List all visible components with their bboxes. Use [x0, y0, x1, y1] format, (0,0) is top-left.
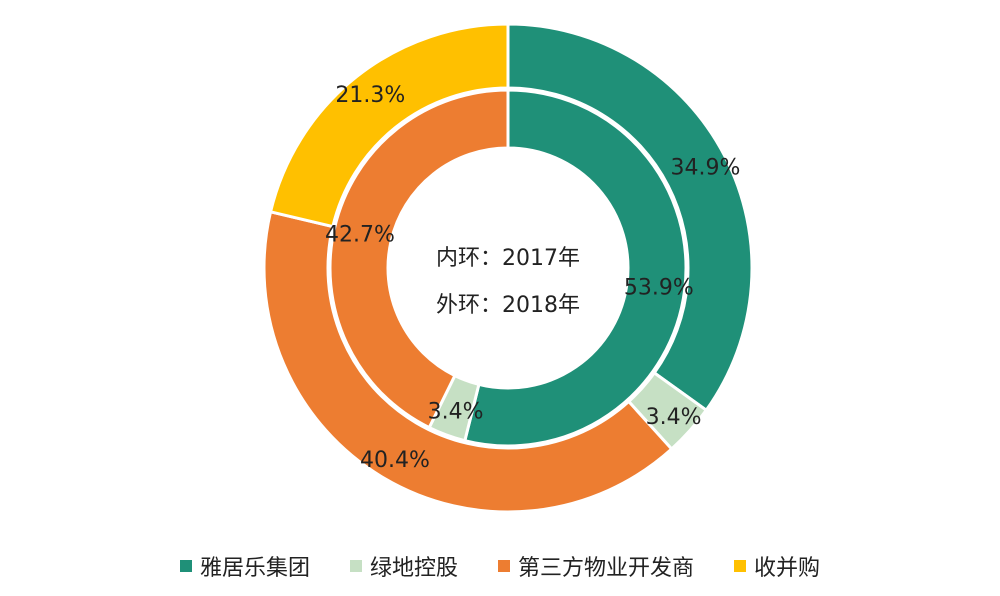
inner-ring-slice-third-party: [328, 88, 510, 430]
legend-item-acquisition: 收并购: [734, 550, 820, 582]
legend-label-greenland: 绿地控股: [369, 556, 458, 581]
inner-ring-label-agile: 53.9%: [624, 276, 694, 301]
outer-ring-label-acquisition: 21.3%: [335, 83, 405, 108]
outer-ring-label-agile: 34.9%: [671, 156, 741, 181]
outer-ring-slice-agile: [506, 22, 754, 413]
inner-ring-label-third-party: 42.7%: [325, 222, 395, 247]
legend-swatch-third-party: [498, 560, 510, 572]
slices-group: [262, 22, 754, 514]
legend-item-agile: 雅居乐集团: [179, 550, 310, 582]
center-text-inner-ring: 内环：2017年: [436, 246, 580, 271]
outer-ring-slice-acquisition: [268, 22, 510, 229]
legend-swatch-agile: [179, 560, 192, 572]
outer-ring-slice-third-party: [262, 209, 674, 514]
legend-label-third-party: 第三方物业开发商: [518, 556, 695, 581]
data-labels-group: 53.9% 3.4% 42.7% 34.9% 3.4% 40.4% 21.3%: [325, 83, 740, 473]
inner-ring-slice-agile: [462, 88, 688, 448]
legend-label-agile: 雅居乐集团: [199, 556, 310, 581]
legend-swatch-greenland: [349, 560, 362, 572]
outer-ring-label-greenland: 3.4%: [646, 405, 702, 430]
inner-ring-label-greenland: 3.4%: [428, 400, 484, 425]
legend-swatch-acquisition: [734, 560, 747, 572]
legend-label-acquisition: 收并购: [754, 556, 821, 581]
legend-item-greenland: 绿地控股: [349, 550, 458, 582]
outer-ring-label-third-party: 40.4%: [360, 448, 430, 473]
legend: 雅居乐集团 绿地控股 第三方物业开发商 收并购: [0, 548, 1000, 584]
legend-item-third-party: 第三方物业开发商: [498, 550, 694, 582]
center-text-outer-ring: 外环：2018年: [436, 293, 580, 318]
